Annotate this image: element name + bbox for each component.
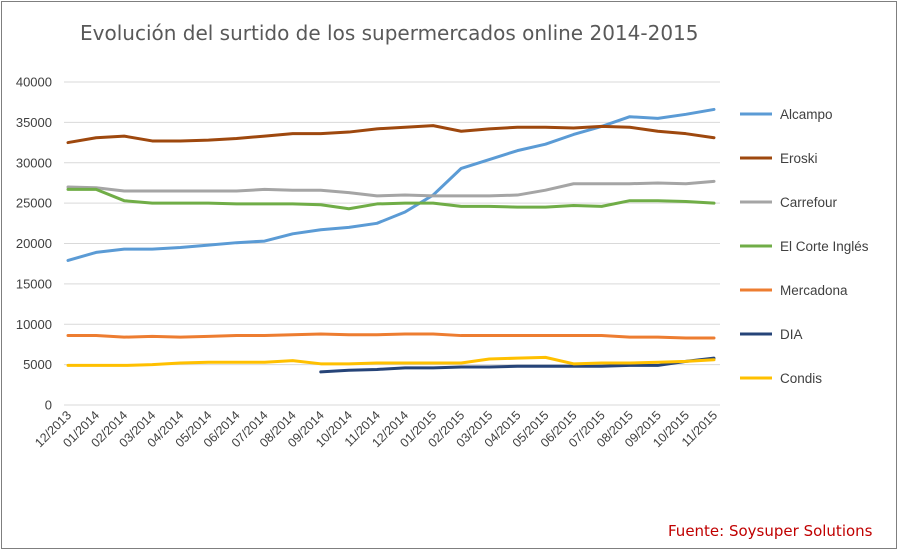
series-line-eroski [66,124,716,145]
chart-title: Evolución del surtido de los supermercad… [80,21,699,45]
x-axis-ticks: 12/201301/201402/201403/201404/201405/20… [32,408,720,450]
source-credit: Fuente: Soysuper Solutions [668,522,873,540]
y-tick-label: 30000 [16,155,52,170]
series-line-condis [66,355,716,367]
legend-label: Carrefour [780,195,838,210]
y-tick-label: 15000 [16,276,52,291]
legend-label: DIA [780,327,803,342]
legend-label: Alcampo [780,107,833,122]
y-tick-label: 40000 [16,75,52,90]
y-axis-ticks: 0 5000 10000 15000 20000 25000 30000 35000 40000 [16,75,52,413]
y-tick-label: 10000 [16,317,52,332]
legend-label: El Corte Inglés [780,239,869,254]
y-tick-label: 35000 [16,115,52,130]
y-tick-label: 25000 [16,196,52,211]
legend-label: Eroski [780,151,818,166]
y-tick-label: 20000 [16,236,52,251]
series-line-dia [319,356,716,374]
series-line-alcampo [66,107,716,262]
grid-layer [64,81,720,406]
legend-label: Condis [780,371,822,386]
legend: Alcampo Eroski Carrefour El Corte Inglés Mer… [740,107,869,386]
y-tick-label: 0 [45,398,52,413]
y-tick-label: 5000 [23,357,52,372]
series-line-mercadona [66,332,716,340]
series-line-carrefour [66,179,716,198]
legend-label: Mercadona [780,283,848,298]
series-line-el-corte-inglés [66,187,716,211]
series-layer [66,107,716,374]
